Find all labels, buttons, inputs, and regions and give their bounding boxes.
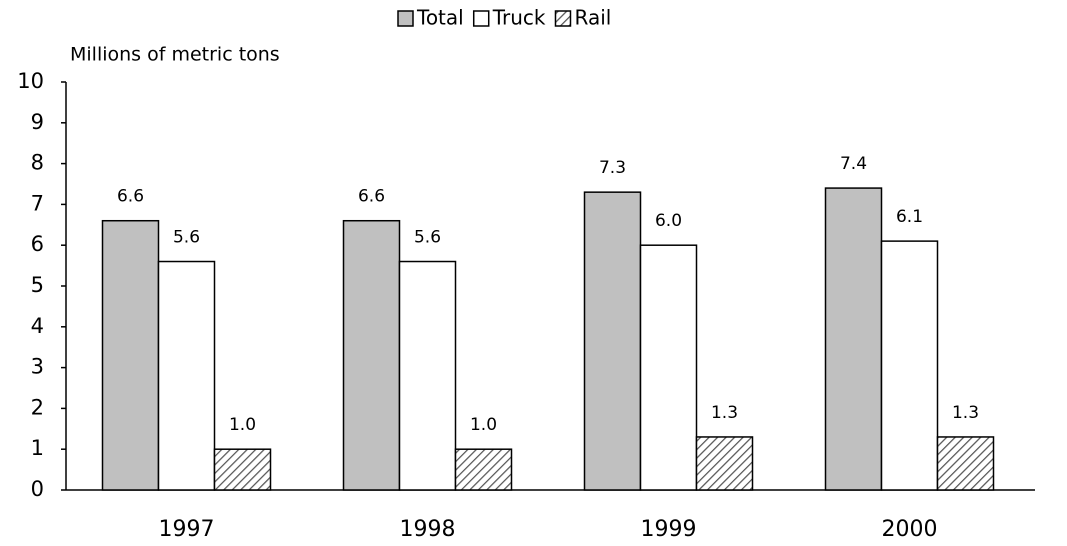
y-tick-label: 4: [31, 314, 44, 338]
y-tick-label: 0: [31, 477, 44, 501]
x-tick-label: 1999: [641, 517, 697, 542]
bar: [157, 260, 216, 491]
legend-label: Truck: [492, 6, 546, 30]
y-tick-label: 1: [31, 436, 44, 460]
value-label: 6.6: [358, 187, 385, 207]
bar: [695, 436, 754, 491]
bar: [880, 240, 939, 491]
y-tick-label: 2: [31, 395, 44, 419]
legend-label: Rail: [574, 6, 611, 30]
value-label: 5.6: [173, 228, 200, 248]
y-tick-label: 3: [31, 355, 44, 379]
value-label: 6.1: [896, 207, 923, 227]
legend-swatch: [554, 10, 572, 27]
y-tick-label: 10: [17, 69, 44, 93]
legend-swatch: [397, 10, 414, 27]
y-axis-label: Millions of metric tons: [70, 44, 280, 66]
value-label: 1.3: [952, 403, 979, 423]
y-tick-label: 5: [31, 273, 44, 297]
bar: [398, 260, 457, 491]
x-tick-label: 1997: [159, 517, 215, 542]
bar: [213, 448, 272, 491]
x-tick-label: 1998: [400, 517, 456, 542]
value-label: 1.0: [229, 415, 256, 435]
value-label: 1.0: [470, 415, 497, 435]
value-label: 1.3: [711, 403, 738, 423]
bar: [824, 187, 883, 491]
bar: [639, 244, 698, 491]
value-label: 7.4: [840, 154, 867, 174]
bar: [583, 191, 642, 491]
value-label: 7.3: [599, 158, 626, 178]
y-tick-label: 9: [31, 110, 44, 134]
legend-label: Total: [416, 6, 464, 30]
y-tick-label: 8: [31, 151, 44, 175]
bar: [936, 436, 995, 491]
x-tick-label: 2000: [882, 517, 938, 542]
bar: [454, 448, 513, 491]
value-label: 6.6: [117, 187, 144, 207]
y-tick-label: 6: [31, 232, 44, 256]
y-tick-label: 7: [31, 191, 44, 215]
value-label: 6.0: [655, 211, 682, 231]
legend-swatch: [472, 10, 490, 27]
bar: [342, 219, 401, 491]
value-label: 5.6: [414, 228, 441, 248]
bar: [101, 219, 160, 491]
